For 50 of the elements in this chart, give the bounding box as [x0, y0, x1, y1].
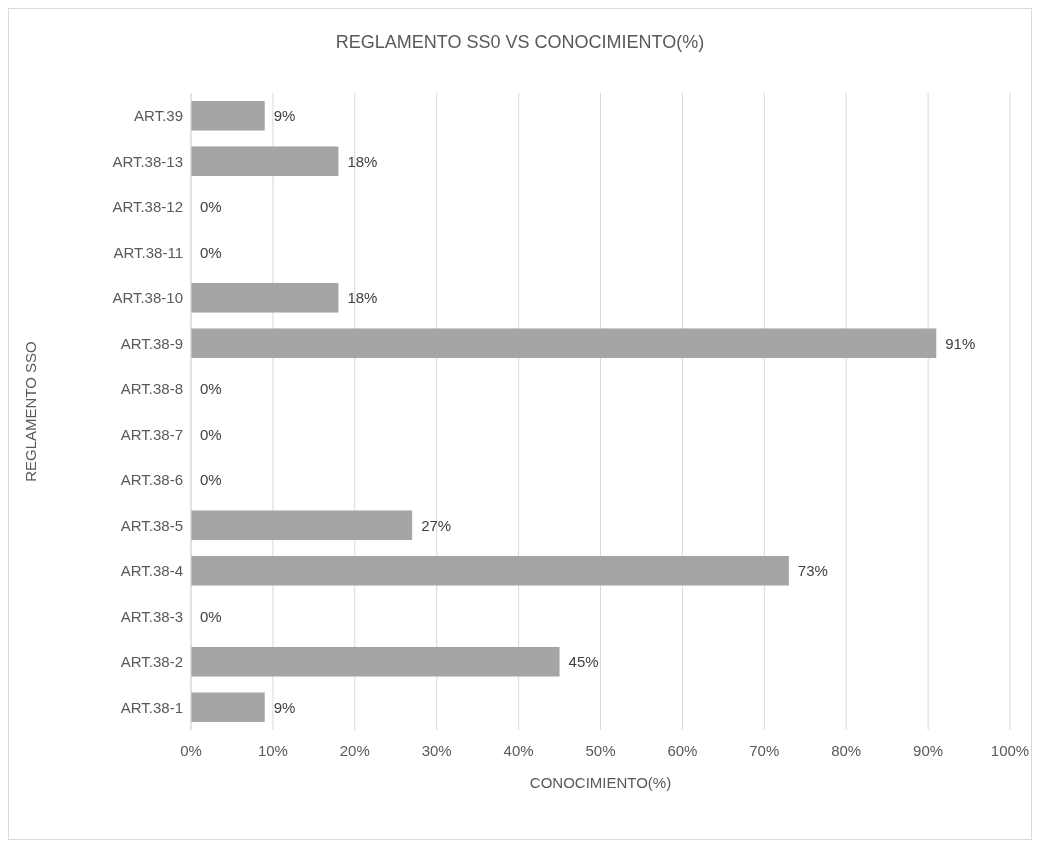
y-tick-label: ART.38-7	[120, 425, 183, 443]
bar	[191, 646, 560, 677]
bar	[191, 510, 413, 541]
y-tick-label: ART.38-10	[112, 289, 183, 306]
data-label: 0%	[200, 607, 222, 625]
bar	[191, 146, 339, 177]
y-axis-title: REGLAMENTO SSO	[22, 341, 39, 482]
y-tick-label: ART.38-11	[113, 243, 183, 261]
data-label: 91%	[945, 334, 976, 352]
data-label: 0%	[200, 471, 222, 488]
x-tick-label: 50%	[585, 742, 616, 759]
y-tick-label: ART.38-2	[120, 653, 183, 670]
x-tick-label: 40%	[503, 742, 534, 759]
bar	[191, 328, 937, 359]
x-tick-label: 30%	[421, 742, 452, 759]
data-label: 9%	[273, 107, 296, 124]
y-tick-label: ART.38-13	[112, 152, 183, 170]
x-tick-label: 20%	[339, 742, 370, 759]
y-tick-label: ART.38-3	[120, 607, 183, 625]
bar	[191, 100, 265, 131]
y-tick-label: ART.39	[134, 107, 183, 124]
x-tick-label: 10%	[257, 742, 288, 759]
bar	[191, 282, 339, 313]
data-label: 0%	[200, 243, 222, 261]
chart-title: REGLAMENTO SS0 VS CONOCIMIENTO(%)	[335, 32, 705, 52]
x-axis-title: CONOCIMIENTO(%)	[529, 774, 672, 791]
x-tick-label: 80%	[831, 742, 862, 759]
y-tick-label: ART.38-6	[120, 471, 183, 488]
y-tick-label: ART.38-12	[112, 198, 183, 215]
data-label: 18%	[347, 289, 378, 306]
data-label: 0%	[200, 380, 222, 397]
x-tick-label: 60%	[667, 742, 698, 759]
x-tick-label: 90%	[913, 742, 944, 759]
data-label: 18%	[347, 152, 378, 170]
bar	[191, 692, 265, 723]
data-label: 0%	[200, 198, 222, 215]
data-label: 0%	[200, 425, 222, 443]
data-label: 45%	[568, 653, 599, 670]
y-tick-label: ART.38-1	[120, 698, 183, 716]
x-tick-label: 0%	[180, 742, 202, 759]
y-tick-label: ART.38-4	[120, 562, 183, 579]
y-tick-label: ART.38-8	[120, 380, 183, 397]
bar	[191, 555, 789, 586]
x-tick-label: 100%	[990, 742, 1030, 759]
data-label: 9%	[273, 698, 296, 716]
y-tick-label: ART.38-5	[120, 516, 183, 534]
y-tick-label: ART.38-9	[120, 334, 183, 352]
x-tick-label: 70%	[749, 742, 780, 759]
data-label: 73%	[797, 562, 828, 579]
data-label: 27%	[421, 516, 452, 534]
